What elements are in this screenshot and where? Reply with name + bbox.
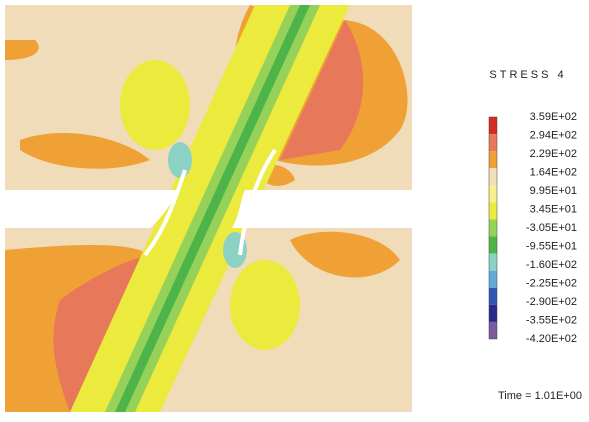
legend-swatch (489, 236, 497, 254)
legend-swatch (489, 270, 497, 288)
legend-label: 3.59E+02 (530, 111, 577, 123)
legend-swatch (489, 287, 497, 305)
legend-label: -1.60E+02 (526, 259, 577, 271)
legend-swatch (489, 185, 497, 203)
time-label: Time = 1.01E+00 (498, 390, 582, 402)
legend-label: 2.29E+02 (530, 148, 577, 160)
legend-label: -2.90E+02 (526, 296, 577, 308)
legend-label: -2.25E+02 (526, 277, 577, 289)
legend-label: -3.05E+01 (526, 222, 577, 234)
legend-title: STRESS 4 (489, 69, 566, 81)
legend-swatch (489, 304, 497, 322)
legend-label: 3.45E+01 (530, 203, 577, 215)
legend-swatch (489, 219, 497, 237)
legend-swatch (489, 321, 497, 339)
legend-swatch (489, 151, 497, 169)
legend-swatch (489, 253, 497, 271)
legend-swatch (489, 117, 497, 135)
legend-label: 9.95E+01 (530, 185, 577, 197)
legend-label: 2.94E+02 (530, 129, 577, 141)
legend-swatch (489, 134, 497, 152)
legend-swatch (489, 168, 497, 186)
contour-plot (5, 5, 412, 412)
legend-label: -3.55E+02 (526, 314, 577, 326)
legend-frame (488, 116, 498, 340)
legend: 3.59E+02 2.94E+02 2.29E+02 1.64E+02 9.95E+01… (488, 111, 577, 345)
legend-label: -4.20E+02 (526, 333, 577, 345)
legend-swatch (489, 202, 497, 220)
legend-label: -9.55E+01 (526, 240, 577, 252)
legend-label: 1.64E+02 (530, 166, 577, 178)
